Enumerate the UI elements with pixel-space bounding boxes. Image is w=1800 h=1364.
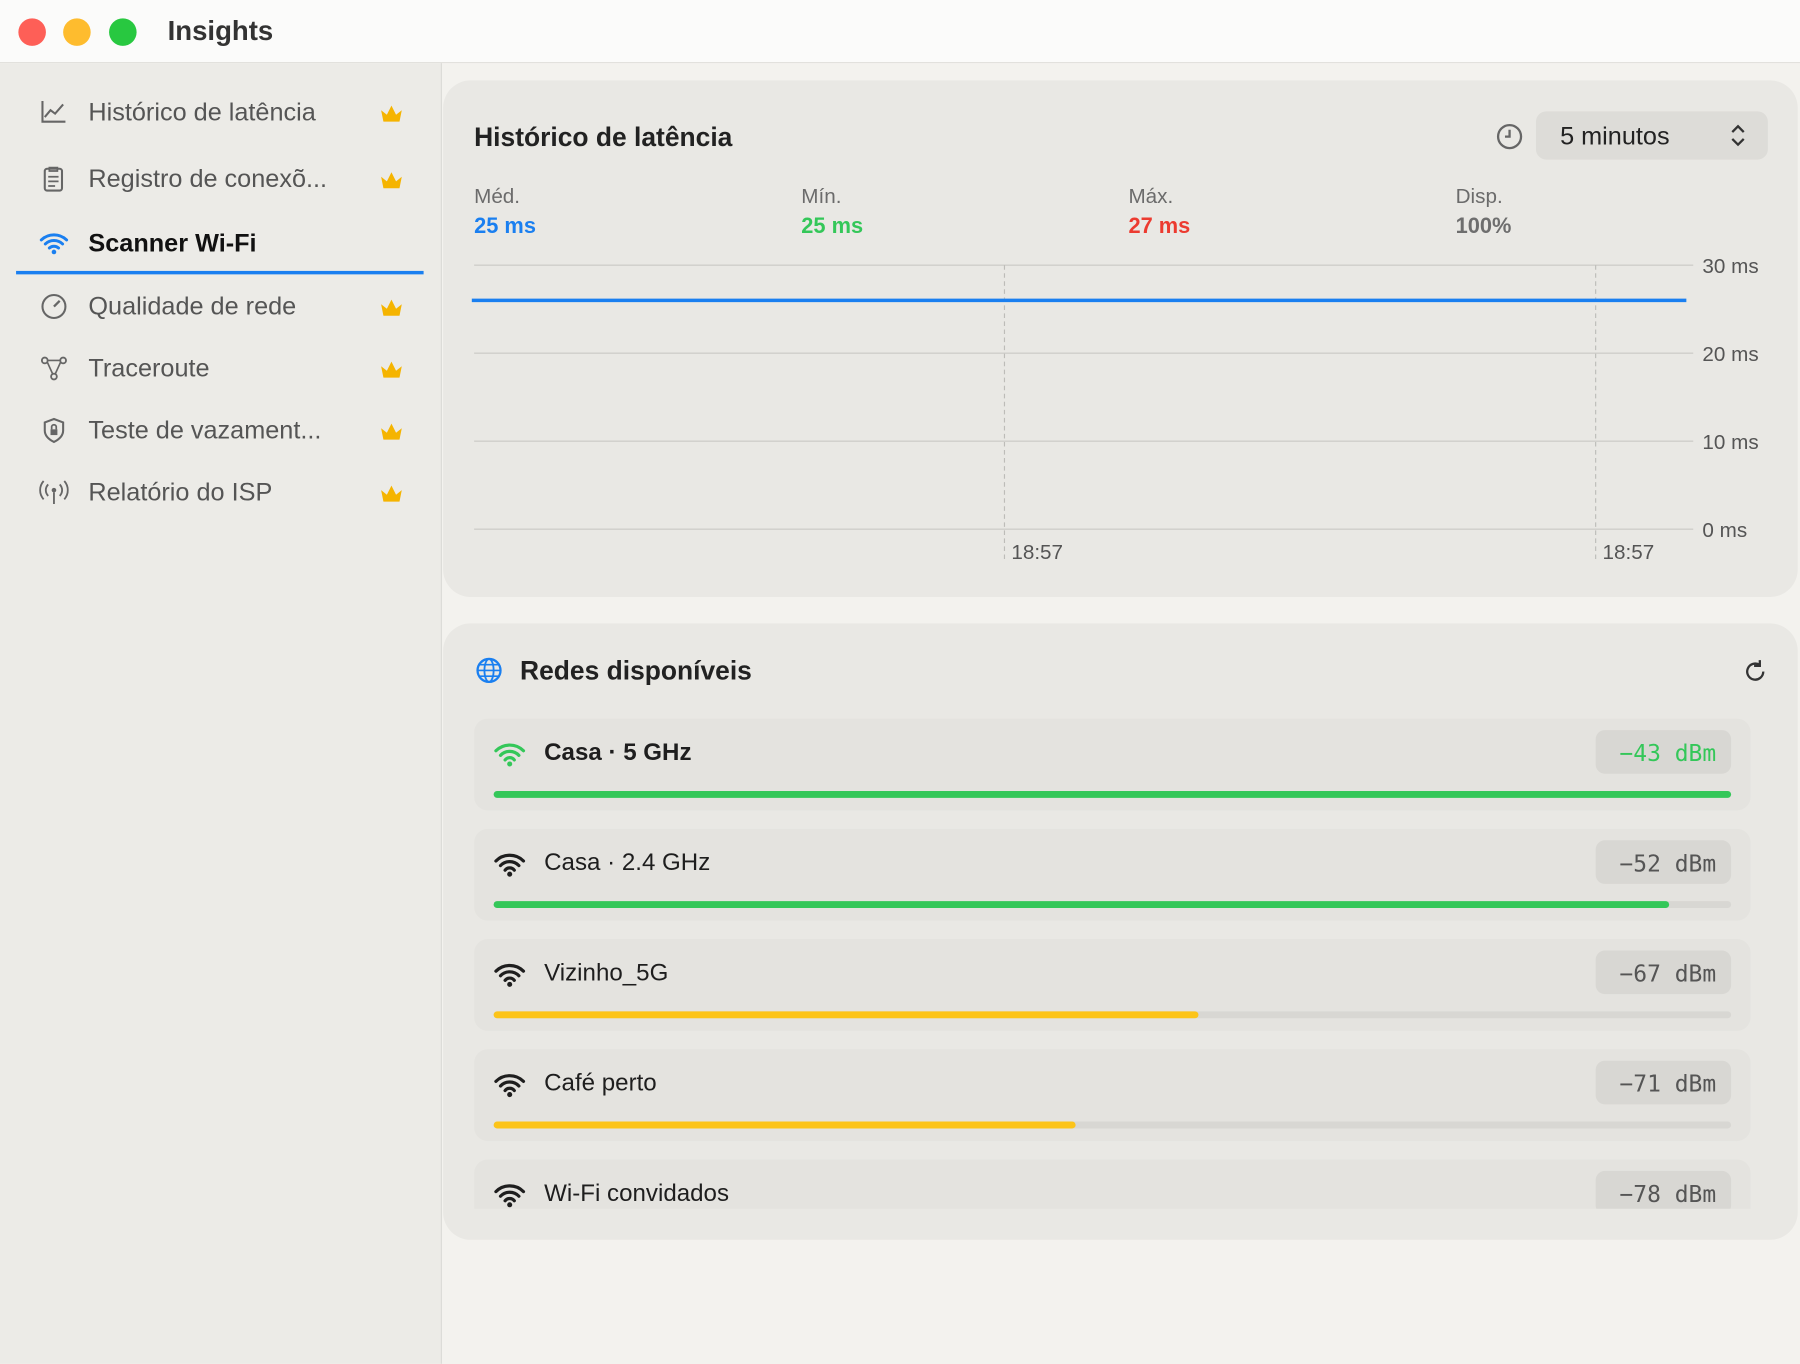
card-title: Histórico de latência <box>474 121 733 152</box>
strength-bar <box>493 901 1670 909</box>
item-label: Qualidade de rede <box>88 291 297 321</box>
sidebar-item[interactable]: Teste de vazament... <box>16 401 424 461</box>
network-name: Vizinho_5G <box>544 959 669 987</box>
clock-icon <box>1496 123 1523 150</box>
stat-label: Méd. <box>474 184 521 208</box>
item-label: Relatório do ISP <box>88 477 273 507</box>
y-tick-label: 20 ms <box>1702 343 1758 366</box>
premium-crown <box>381 105 402 122</box>
network-row[interactable]: Café perto −71 dBm <box>474 1049 1751 1142</box>
networks-card: Redes disponíveis Casa · 5 GHz −43 dBm Cas… <box>443 623 1798 1240</box>
title-bar: Insights <box>0 0 1800 64</box>
signal-label: −71 dBm <box>1619 1069 1717 1098</box>
premium-crown <box>381 299 402 316</box>
sidebar-item[interactable]: Qualidade de rede <box>16 277 424 337</box>
wifi-icon <box>494 853 526 877</box>
y-tick-label: 10 ms <box>1702 431 1758 454</box>
window-title: Insights <box>167 16 274 48</box>
signal-label: −67 dBm <box>1619 959 1717 988</box>
traffic-lights[interactable] <box>0 0 149 62</box>
x-tick-label: 18:57 <box>1011 541 1063 564</box>
signal-pill: −78 dBm <box>1595 1170 1732 1209</box>
premium-crown <box>381 423 402 440</box>
item-label: Scanner Wi-Fi <box>88 228 257 258</box>
stat-value: 27 ms <box>1128 214 1191 239</box>
network-name: Wi-Fi convidados <box>544 1180 730 1207</box>
premium-crown <box>381 485 402 502</box>
signal-label: −78 dBm <box>1619 1180 1717 1208</box>
network-name: Café perto <box>544 1069 657 1097</box>
x-tick-label: 18:57 <box>1603 541 1655 564</box>
dropdown-chevrons <box>1731 124 1745 147</box>
wifi-icon <box>494 1074 526 1098</box>
active-underline <box>16 270 424 275</box>
item-icon <box>43 166 64 192</box>
network-row[interactable]: Casa · 2.4 GHz −52 dBm <box>474 828 1751 921</box>
signal-label: −52 dBm <box>1619 849 1717 878</box>
stat-label: Disp. <box>1455 184 1503 208</box>
stat-value: 25 ms <box>801 214 864 239</box>
refresh-button[interactable] <box>1740 657 1770 687</box>
network-name: Casa · 2.4 GHz <box>544 849 711 876</box>
globe-icon <box>476 657 502 684</box>
sidebar-item[interactable]: Scanner Wi-Fi <box>16 214 424 275</box>
strength-bar <box>493 1121 1076 1129</box>
network-list: Casa · 5 GHz −43 dBm Casa · 2.4 GHz −52 dBm… <box>474 718 1751 1209</box>
strength-track <box>493 1121 1732 1129</box>
signal-pill: −67 dBm <box>1595 950 1732 995</box>
card-title: Redes disponíveis <box>520 655 752 686</box>
latency-card: Histórico de latência 5 minutos Méd. 25 m… <box>443 80 1798 597</box>
item-icon <box>39 480 69 504</box>
y-tick-label: 30 ms <box>1702 255 1758 278</box>
stat-label: Mín. <box>801 184 842 208</box>
item-label: Registro de conexõ... <box>88 164 328 193</box>
item-label: Histórico de latência <box>88 97 316 127</box>
signal-pill: −43 dBm <box>1595 730 1732 774</box>
item-label: Traceroute <box>88 353 210 383</box>
network-name: Casa · 5 GHz <box>544 739 692 766</box>
y-tick-label: 0 ms <box>1702 519 1747 542</box>
item-icon <box>39 233 69 255</box>
sidebar: Histórico de latência Registro de conexõ.… <box>0 63 442 1364</box>
range-dropdown[interactable]: 5 minutos <box>1535 111 1768 160</box>
range-label: 5 minutos <box>1560 121 1670 151</box>
latency-chart: 0 ms 10 ms 20 ms 30 ms 18:57 18:57 <box>471 255 1759 564</box>
stat-value: 100% <box>1455 214 1512 239</box>
stat-label: Máx. <box>1128 184 1174 208</box>
item-icon <box>41 101 66 123</box>
sidebar-item[interactable]: Histórico de latência <box>16 83 424 143</box>
sidebar-item[interactable]: Registro de conexõ... <box>16 149 424 209</box>
sidebar-item[interactable]: Traceroute <box>16 339 424 399</box>
item-icon <box>40 356 67 381</box>
item-label: Teste de vazament... <box>88 415 322 445</box>
strength-bar <box>493 1011 1199 1019</box>
signal-label: −43 dBm <box>1619 739 1717 767</box>
network-row[interactable]: Wi-Fi convidados −78 dBm <box>474 1159 1751 1209</box>
network-row[interactable]: Casa · 5 GHz −43 dBm <box>474 718 1751 811</box>
signal-pill: −71 dBm <box>1595 1060 1732 1105</box>
sidebar-item[interactable]: Relatório do ISP <box>16 463 424 523</box>
wifi-icon <box>494 963 526 987</box>
wifi-icon <box>494 743 526 767</box>
network-row[interactable]: Vizinho_5G −67 dBm <box>474 939 1751 1031</box>
signal-pill: −52 dBm <box>1595 840 1732 884</box>
strength-bar <box>493 790 1732 798</box>
premium-crown <box>381 172 402 189</box>
item-icon <box>43 417 65 444</box>
stat-value: 25 ms <box>474 214 536 239</box>
item-icon <box>41 293 67 320</box>
premium-crown <box>381 361 402 378</box>
wifi-icon <box>494 1184 526 1208</box>
